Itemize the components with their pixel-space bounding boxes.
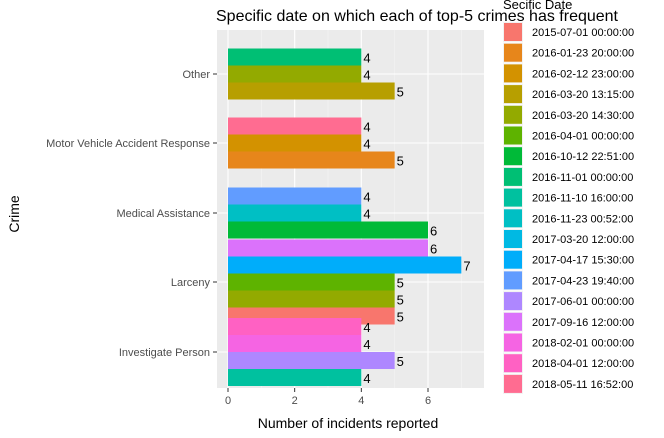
bar bbox=[228, 318, 362, 335]
y-axis-ticks: Other Motor Vehicle Accident Response Medi… bbox=[46, 69, 217, 359]
legend-swatch bbox=[504, 230, 522, 248]
y-tick-label: Investigate Person bbox=[119, 347, 210, 359]
legend-label: 2018-04-01 12:00:00 bbox=[532, 358, 634, 370]
bar bbox=[228, 82, 395, 100]
bar bbox=[228, 335, 362, 352]
legend-label: 2016-11-10 16:00:00 bbox=[532, 193, 633, 205]
legend-swatch bbox=[504, 209, 522, 228]
legend-swatch bbox=[504, 64, 522, 83]
plot-area: 4 4 5 4 4 5 4 4 6 6 7 5 5 5 4 4 5 4 bbox=[217, 30, 484, 388]
bar-value-label: 4 bbox=[363, 68, 370, 83]
bar-value-label: 4 bbox=[363, 371, 370, 386]
bar-value-label: 4 bbox=[363, 337, 370, 352]
bar-value-label: 5 bbox=[397, 310, 404, 325]
legend-label: 2016-04-01 00:00:00 bbox=[532, 131, 634, 143]
legend-label: 2018-05-11 16:52:00 bbox=[532, 379, 633, 391]
legend-label: 2017-04-17 15:30:00 bbox=[532, 255, 634, 267]
legend-label: 2017-04-23 19:40:00 bbox=[532, 275, 634, 287]
legend-title: Secific Date bbox=[503, 0, 572, 12]
bar-value-label: 6 bbox=[430, 224, 437, 239]
legend-swatch bbox=[504, 23, 522, 41]
bar-value-label: 5 bbox=[397, 276, 404, 291]
bar bbox=[228, 290, 395, 308]
x-tick-label: 2 bbox=[292, 395, 298, 407]
legend-swatch bbox=[504, 312, 522, 331]
legend-label: 2018-02-01 00:00:00 bbox=[532, 338, 634, 350]
bar bbox=[228, 65, 362, 83]
bar-value-label: 4 bbox=[363, 190, 370, 205]
y-tick-label: Other bbox=[182, 69, 210, 81]
bar-value-label: 4 bbox=[363, 51, 370, 66]
legend-label: 2016-03-20 13:15:00 bbox=[532, 89, 634, 101]
x-axis-ticks: 0 2 4 6 bbox=[225, 388, 431, 407]
bar-value-label: 6 bbox=[430, 242, 437, 257]
bar-value-label: 7 bbox=[463, 259, 470, 274]
legend-label: 2016-11-01 00:00:00 bbox=[532, 172, 633, 184]
legend-swatch bbox=[504, 105, 522, 124]
legend: Secific Date 2015-07-01 00:00:00 2016-01-… bbox=[503, 0, 634, 394]
bar-value-label: 5 bbox=[397, 154, 404, 169]
bar bbox=[228, 151, 395, 169]
legend-swatch bbox=[504, 126, 522, 145]
bar bbox=[228, 134, 362, 152]
legend-label: 2017-03-20 12:00:00 bbox=[532, 234, 634, 246]
bar-value-label: 5 bbox=[397, 293, 404, 308]
legend-label: 2017-09-16 12:00:00 bbox=[532, 317, 634, 329]
bar-value-label: 4 bbox=[363, 207, 370, 222]
x-tick-label: 6 bbox=[425, 395, 431, 407]
legend-label: 2016-02-12 23:00:00 bbox=[532, 68, 634, 80]
legend-swatch bbox=[504, 85, 522, 104]
bar-value-label: 4 bbox=[363, 320, 370, 335]
legend-swatch bbox=[504, 271, 522, 290]
legend-swatch bbox=[504, 43, 522, 62]
legend-swatch bbox=[504, 292, 522, 311]
legend-swatch bbox=[504, 354, 522, 373]
y-tick-label: Medical Assistance bbox=[116, 208, 210, 220]
bar-value-label: 4 bbox=[363, 120, 370, 135]
legend-swatch bbox=[504, 250, 522, 269]
legend-swatch bbox=[504, 188, 522, 207]
bar-value-label: 5 bbox=[397, 85, 404, 100]
legend-swatch bbox=[504, 333, 522, 352]
bar bbox=[228, 117, 362, 135]
legend-label: 2016-01-23 20:00:00 bbox=[532, 48, 634, 60]
y-axis-title: Crime bbox=[6, 195, 22, 233]
bar bbox=[228, 273, 395, 291]
legend-swatch bbox=[504, 147, 522, 166]
legend-label: 2016-03-20 14:30:00 bbox=[532, 110, 634, 122]
bar-value-label: 4 bbox=[363, 137, 370, 152]
legend-label: 2017-06-01 00:00:00 bbox=[532, 296, 634, 308]
bar bbox=[228, 352, 395, 369]
bar-value-label: 5 bbox=[397, 354, 404, 369]
legend-swatch bbox=[504, 374, 522, 393]
legend-label: 2015-07-01 00:00:00 bbox=[532, 27, 634, 39]
x-axis-title: Number of incidents reported bbox=[258, 415, 439, 431]
y-tick-label: Larceny bbox=[171, 277, 211, 289]
x-tick-label: 4 bbox=[358, 395, 364, 407]
legend-swatch bbox=[504, 167, 522, 186]
bar bbox=[228, 221, 428, 239]
bar bbox=[228, 204, 362, 222]
bar bbox=[228, 239, 428, 257]
bar bbox=[228, 48, 362, 66]
bar bbox=[228, 187, 362, 205]
legend-label: 2016-10-12 22:51:00 bbox=[532, 151, 634, 163]
x-tick-label: 0 bbox=[225, 395, 231, 407]
bar bbox=[228, 256, 462, 274]
chart-title: Specific date on which each of top-5 cri… bbox=[216, 8, 619, 25]
legend-label: 2016-11-23 00:52:00 bbox=[532, 213, 633, 225]
bar bbox=[228, 369, 362, 386]
y-tick-label: Motor Vehicle Accident Response bbox=[46, 138, 210, 150]
